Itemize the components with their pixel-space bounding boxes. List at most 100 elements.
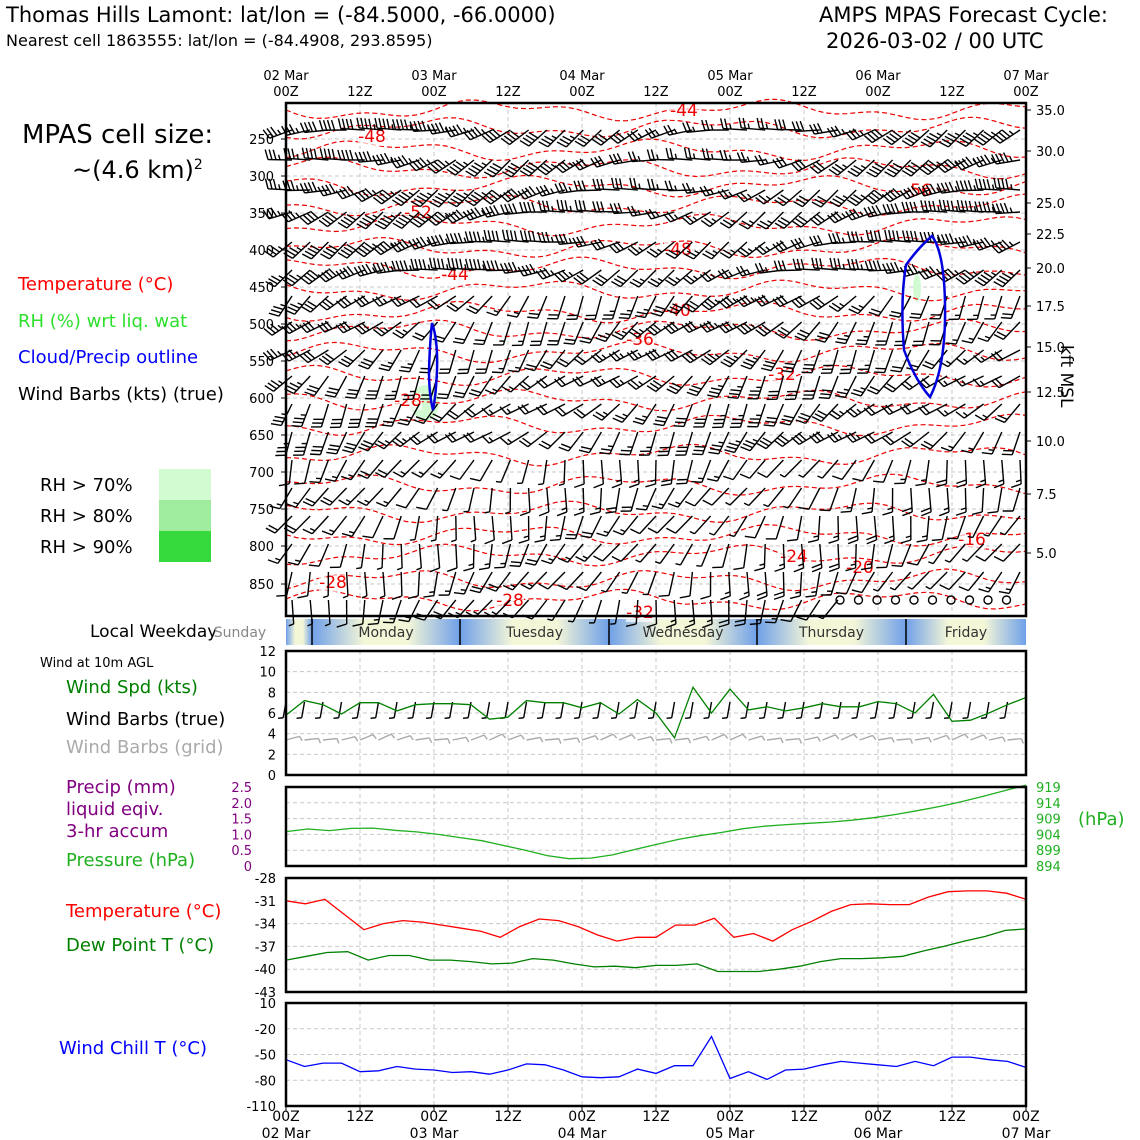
wind-barb-half — [752, 438, 758, 443]
wind-barb-tick — [400, 119, 405, 130]
wind-barb-tick — [847, 539, 859, 545]
wind-barb-half — [278, 184, 281, 190]
wind-barb-tick — [374, 117, 378, 129]
wind-barb-tick — [972, 241, 980, 251]
wind-barb-half — [324, 623, 331, 627]
wind-barb-tick — [504, 204, 510, 215]
wind-barb-tick — [340, 249, 351, 257]
wind-barb-tick — [354, 193, 363, 203]
windchill-label: Wind Chill T (°C) — [59, 1038, 207, 1059]
wind-barb-tick — [558, 446, 569, 452]
wind-barb-half — [298, 736, 303, 742]
wind-barb-tick — [401, 238, 410, 248]
wind-barb-tick — [886, 203, 892, 215]
wind-barb-half — [692, 216, 698, 221]
wind-barb-half — [277, 246, 284, 251]
wind-barb-tick — [611, 334, 622, 341]
wind-barb-tick — [581, 336, 592, 341]
wind-barb-tick — [922, 364, 933, 370]
wind-barb-half — [633, 479, 640, 483]
wind-barb-tick — [903, 380, 914, 388]
wind-barb-half — [520, 734, 525, 740]
wind-barb-tick — [524, 187, 533, 197]
wind-barb-half — [998, 479, 1004, 483]
wind-barb-tick — [853, 388, 864, 394]
wind-barb-half — [550, 236, 554, 243]
wind-barb-staff — [956, 515, 967, 539]
wind-barb-staff — [433, 738, 449, 741]
wind-barb-tick — [794, 238, 802, 249]
wind-barb-tick — [507, 262, 514, 273]
wind-barb-tick — [907, 562, 918, 566]
wind-barb-tick — [264, 178, 269, 190]
wind-barb-tick — [364, 242, 374, 250]
wind-barb-half — [482, 264, 485, 270]
wind-barb-half — [277, 717, 284, 720]
wind-barb-tick — [338, 361, 348, 368]
wind-barb-staff — [400, 571, 403, 597]
temperature-contour — [285, 156, 1027, 180]
wind-barb-half — [710, 189, 714, 195]
wind-chill-tick-label: 10 — [259, 997, 276, 1012]
wind-barb-tick — [306, 350, 316, 359]
wind-barb-staff — [582, 459, 585, 485]
wind-barb-tick — [888, 189, 898, 199]
wind-barb-tick — [529, 263, 536, 274]
wind-barb-tick — [938, 141, 949, 148]
wind-barb-half — [834, 734, 840, 740]
wind-barb-tick — [452, 163, 462, 171]
wind-barb-half — [713, 322, 719, 328]
wind-speed-frame — [284, 649, 1028, 777]
wind-barb-staff — [655, 737, 670, 741]
wind-barb-tick — [353, 298, 363, 308]
wind-barb-tick — [383, 214, 394, 222]
wind-barb-tick — [840, 510, 852, 513]
wind-barb-staff — [449, 701, 454, 718]
wind-barb-tick — [887, 168, 897, 175]
wind-barb-tick — [721, 322, 730, 332]
wind-barb-tick — [519, 201, 524, 213]
wind-barb-tick — [997, 177, 1001, 189]
wind-barb-tick — [417, 120, 423, 132]
wind-barb-half — [296, 153, 299, 160]
wind-barb-tick — [464, 199, 475, 207]
wind-barb-staff — [745, 701, 750, 718]
wind-barb-tick — [462, 131, 471, 141]
wind-barb-tick — [323, 496, 333, 503]
wind-barb-tick — [797, 295, 807, 305]
wind-barb-tick — [777, 260, 783, 271]
wind-barb-tick — [740, 247, 750, 255]
forecast-cycle-label: AMPS MPAS Forecast Cycle: — [819, 3, 1108, 27]
pressure-tick-label: 300 — [249, 170, 274, 185]
wind-barb-tick — [412, 297, 421, 307]
wind-barb-tick — [580, 235, 587, 246]
wind-barb-tick — [628, 483, 640, 489]
wind-barb-half — [795, 591, 801, 594]
wind-barb-half — [869, 717, 876, 720]
wind-barb-staff — [415, 737, 430, 741]
wind-barb-tick — [356, 500, 367, 507]
wind-barb-tick — [650, 312, 662, 317]
wind-barb-tick — [562, 182, 568, 193]
wind-barb-tick — [413, 198, 424, 205]
wind-barb-tick — [816, 161, 826, 170]
wind-barb-tick — [437, 211, 447, 220]
bottom-time-label: 12Z — [938, 1109, 965, 1125]
wind-barb-half — [317, 738, 322, 744]
wind-barb-tick — [466, 308, 477, 315]
wind-barb-staff — [306, 571, 311, 596]
wind-barb-tick — [630, 379, 640, 388]
wind-barb-tick — [573, 411, 583, 419]
pressure-tick-label: 600 — [249, 392, 274, 407]
kft-tick-label: 20.0 — [1036, 262, 1065, 277]
top-time-label: 00Z — [273, 85, 299, 100]
wind-barb-tick — [618, 316, 630, 320]
wind-barb-half — [295, 323, 301, 329]
wind-barb-tick — [877, 230, 882, 242]
contour-label-bg — [626, 605, 654, 622]
temperature-contour-label: -44 — [670, 101, 698, 121]
wind-barb-staff — [748, 735, 763, 741]
wind-barb-staff — [551, 599, 566, 621]
wind-barb-tick — [286, 249, 296, 257]
wind-barb-staff — [578, 701, 583, 718]
